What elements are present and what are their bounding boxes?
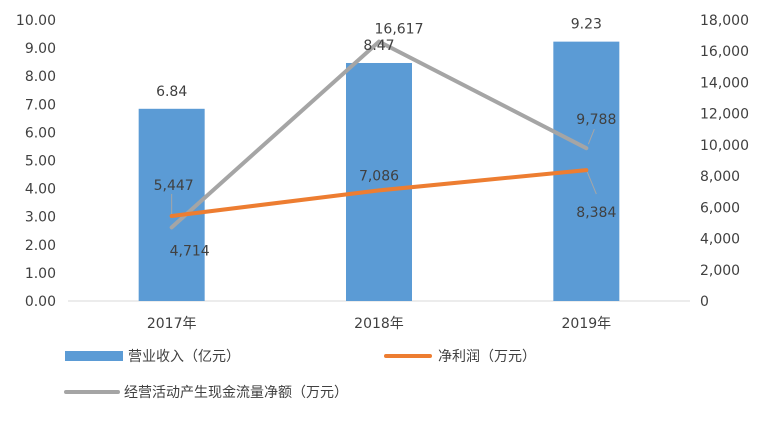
line-data-label: 9,788 — [576, 112, 616, 128]
bar-data-label: 9.23 — [571, 17, 602, 33]
line-data-label: 7,086 — [359, 168, 399, 184]
legend-label: 净利润（万元） — [438, 349, 536, 365]
left-axis-tick-label: 2.00 — [25, 238, 56, 254]
x-axis-tick-label: 2019年 — [562, 316, 612, 332]
legend: 营业收入（亿元） 净利润（万元） 经营活动产生现金流量净额（万元） — [65, 349, 536, 401]
left-axis-tick-label: 4.00 — [25, 182, 56, 198]
legend-label: 经营活动产生现金流量净额（万元） — [124, 385, 348, 401]
left-axis-tick-label: 3.00 — [25, 210, 56, 226]
right-axis-tick-label: 10,000 — [700, 138, 749, 154]
line-data-label: 8,384 — [576, 205, 616, 221]
right-axis-tick-label: 16,000 — [700, 44, 749, 60]
line-data-label: 5,447 — [154, 178, 194, 194]
left-axis-tick-label: 5.00 — [25, 154, 56, 170]
x-axis-tick-label: 2018年 — [354, 316, 404, 332]
right-axis-tick-label: 4,000 — [700, 232, 740, 248]
left-axis-tick-label: 0.00 — [25, 294, 56, 310]
bar-data-label: 6.84 — [156, 84, 187, 100]
legend-swatch-bar — [65, 351, 123, 361]
right-axis-tick-label: 0 — [700, 294, 709, 310]
right-axis-tick-label: 2,000 — [700, 263, 740, 279]
right-axis-tick-label: 12,000 — [700, 107, 749, 123]
left-axis-tick-label: 9.00 — [25, 41, 56, 57]
right-axis-tick-label: 8,000 — [700, 169, 740, 185]
bar-data-label: 8.47 — [363, 38, 394, 54]
left-axis-tick-label: 6.00 — [25, 125, 56, 141]
left-axis-tick-label: 7.00 — [25, 97, 56, 113]
line-data-label: 16,617 — [375, 22, 424, 38]
left-axis-tick-label: 1.00 — [25, 266, 56, 282]
right-axis-tick-label: 6,000 — [700, 200, 740, 216]
legend-label: 营业收入（亿元） — [128, 349, 240, 365]
right-axis-tick-label: 14,000 — [700, 75, 749, 91]
x-axis-tick-label: 2017年 — [147, 316, 197, 332]
right-axis-tick-label: 18,000 — [700, 13, 749, 29]
left-axis-tick-label: 8.00 — [25, 69, 56, 85]
left-axis-tick-label: 10.00 — [16, 13, 56, 29]
line-data-label: 4,714 — [170, 243, 210, 259]
